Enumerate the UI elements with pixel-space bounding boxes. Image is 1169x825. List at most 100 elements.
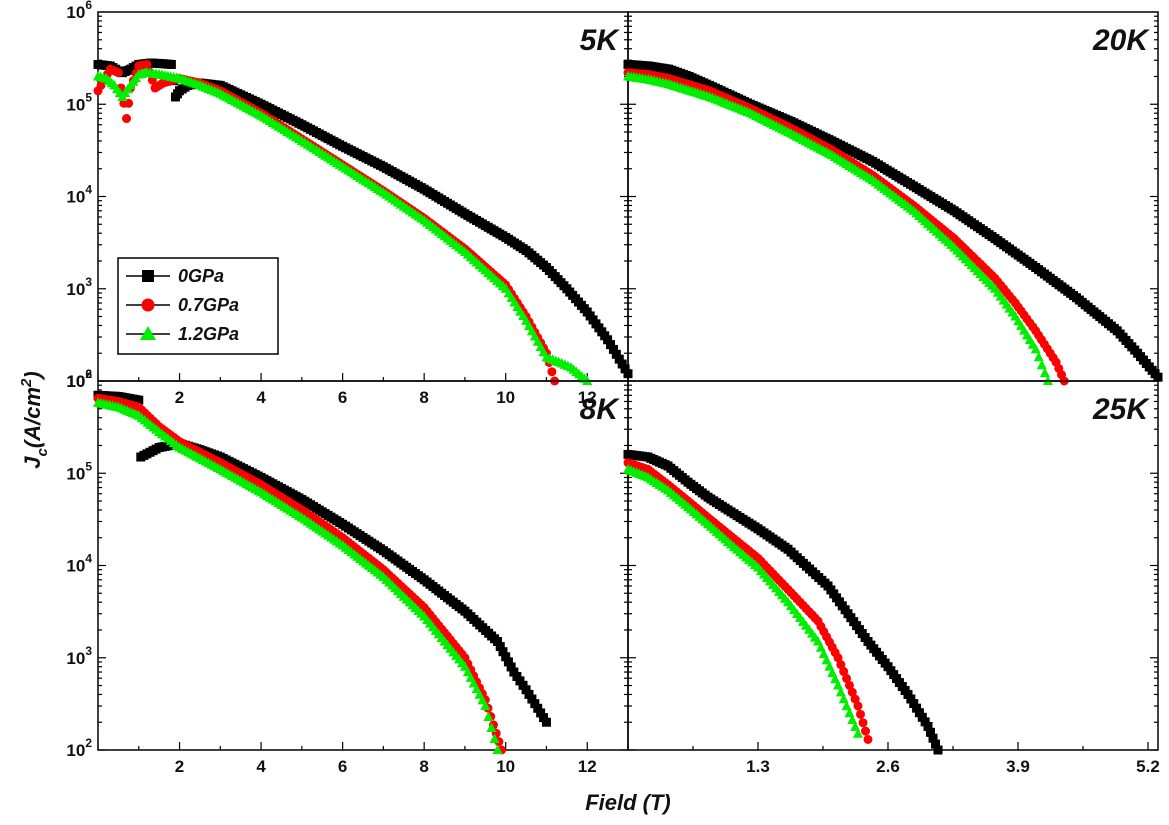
data-point: [861, 726, 870, 736]
y-tick-label: 105: [66, 459, 92, 483]
data-point: [527, 694, 537, 704]
x-tick-label: 12: [578, 388, 597, 407]
legend-circle-marker: [141, 298, 155, 312]
series-0GPa: [623, 449, 943, 755]
data-point: [836, 660, 846, 670]
data-point: [539, 713, 549, 723]
legend: 0GPa 0.7GPa 1.2GPa: [117, 257, 279, 355]
data-point: [1039, 367, 1050, 378]
data-point: [617, 359, 627, 369]
y-tick-label: 104: [66, 183, 92, 207]
data-point: [489, 733, 500, 743]
x-tick-label: 5.2: [1136, 757, 1160, 776]
y-tick-label: 102: [66, 736, 92, 760]
x-tick-label: 6: [338, 388, 347, 407]
data-point: [835, 686, 846, 697]
svg-text:1.2GPa: 1.2GPa: [178, 324, 239, 344]
x-tick-label: 12: [578, 757, 597, 776]
y-tick-label: 103: [66, 644, 92, 668]
panel-5k: 102 103 104 105 106 2 4 6 8 10 12 5K: [66, 0, 633, 407]
data-point: [1033, 351, 1044, 362]
data-point: [142, 59, 152, 69]
panel-frame: [627, 380, 1159, 751]
data-point: [842, 673, 852, 683]
x-tick-label: 4: [256, 757, 266, 776]
data-point: [606, 340, 616, 350]
legend-triangle-marker: [140, 326, 156, 340]
data-point: [847, 687, 857, 697]
data-point: [928, 733, 938, 743]
panel-label: 20K: [1092, 24, 1150, 57]
x-tick-label: 10: [496, 388, 515, 407]
data-point: [856, 709, 865, 719]
data-point: [124, 98, 134, 108]
data-point: [853, 728, 863, 738]
data-point: [486, 722, 497, 732]
data-point: [521, 685, 531, 695]
data-point: [933, 745, 943, 755]
data-point: [1153, 372, 1163, 382]
legend-item: 1.2GPa: [126, 324, 239, 344]
data-point: [492, 744, 503, 754]
data-point: [603, 335, 613, 345]
data-point: [483, 711, 494, 721]
data-point: [533, 703, 543, 713]
data-point: [920, 717, 930, 727]
legend-item: 0.7GPa: [126, 295, 239, 315]
y-tick-label: 106: [66, 367, 92, 391]
series-0GPa: [93, 390, 551, 727]
y-tick-label: 103: [66, 275, 92, 299]
x-tick-label: 2: [175, 388, 184, 407]
svg-text:0GPa: 0GPa: [178, 266, 224, 286]
data-point: [495, 642, 505, 652]
series-0GPa: [623, 59, 1163, 382]
data-point: [501, 652, 511, 662]
data-point: [923, 721, 933, 731]
x-tick-label: 8: [419, 757, 428, 776]
x-axis-title: Field (T): [585, 790, 671, 815]
data-point: [909, 699, 919, 709]
data-point: [833, 653, 843, 663]
data-point: [853, 701, 863, 711]
data-point: [858, 718, 868, 728]
y-tick-label: 106: [66, 0, 92, 22]
data-point: [503, 657, 513, 667]
panel-25k: 1.3 2.6 3.9 5.2 25K: [623, 380, 1160, 776]
data-point: [912, 703, 922, 713]
data-point: [850, 721, 861, 731]
x-tick-label: 2: [175, 757, 184, 776]
data-point: [863, 734, 873, 744]
series-1.2GPa: [93, 397, 503, 754]
x-tick-label: 10: [496, 757, 515, 776]
x-tick-label: 4: [256, 388, 266, 407]
data-point: [914, 708, 924, 718]
svg-text:0.7GPa: 0.7GPa: [178, 295, 239, 315]
data-point: [850, 694, 860, 704]
series-0.7GPa: [623, 68, 1069, 386]
panel-label: 5K: [580, 24, 621, 57]
data-point: [113, 68, 123, 78]
x-tick-label: 3.9: [1006, 757, 1030, 776]
data-point: [903, 689, 913, 699]
data-point: [541, 717, 551, 727]
data-point: [1030, 343, 1041, 354]
panel-label: 8K: [580, 393, 621, 426]
data-point: [547, 367, 557, 377]
panel-label: 25K: [1092, 393, 1150, 426]
legend-square-marker: [142, 270, 154, 282]
x-tick-label: 2.6: [876, 757, 900, 776]
y-axis-title: Jc(A/cm2): [18, 371, 51, 468]
data-point: [493, 637, 503, 647]
y-tick-label: 105: [66, 90, 92, 114]
data-point: [931, 739, 940, 749]
data-point: [122, 114, 132, 124]
data-point: [839, 667, 849, 677]
data-point: [530, 699, 540, 709]
data-point: [844, 680, 854, 690]
data-point: [506, 662, 516, 672]
series-1.2GPa: [623, 70, 1053, 385]
data-point: [498, 647, 508, 657]
data-point: [1036, 359, 1047, 370]
